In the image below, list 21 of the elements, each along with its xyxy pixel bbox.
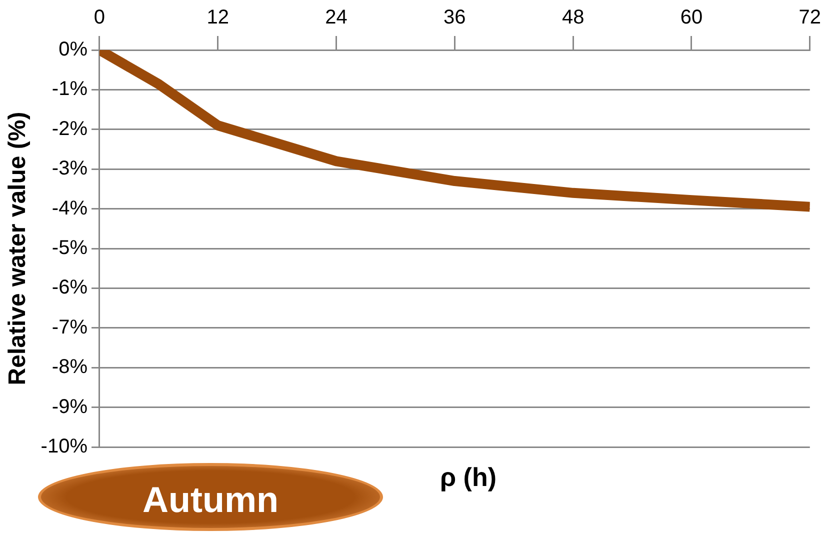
- y-tick-label: -4%: [52, 197, 88, 220]
- y-tick-label: -9%: [52, 396, 88, 418]
- y-tick-label: -6%: [52, 276, 88, 299]
- y-tick-label: -1%: [52, 78, 88, 100]
- x-tick-label: 60: [680, 6, 703, 29]
- y-tick-label: 0%: [58, 38, 88, 61]
- y-tick-label: -2%: [52, 118, 88, 140]
- x-tick-label: 72: [798, 6, 821, 29]
- y-axis-title: Relative water value (%): [4, 112, 32, 386]
- y-tick-label: -7%: [52, 316, 88, 338]
- y-tick-label: -8%: [52, 356, 88, 378]
- x-tick-label: 0: [94, 6, 106, 29]
- text: Autumn: [142, 479, 280, 521]
- y-tick-label: -3%: [52, 158, 88, 180]
- y-tick-label: -5%: [52, 237, 88, 260]
- y-tick-label: -10%: [40, 436, 88, 458]
- x-axis-title: ρ (h): [440, 462, 497, 493]
- x-tick-label: 36: [444, 6, 466, 29]
- x-tick-label: 24: [325, 6, 348, 29]
- x-tick-label: 48: [562, 6, 584, 29]
- x-tick-label: 12: [206, 6, 230, 29]
